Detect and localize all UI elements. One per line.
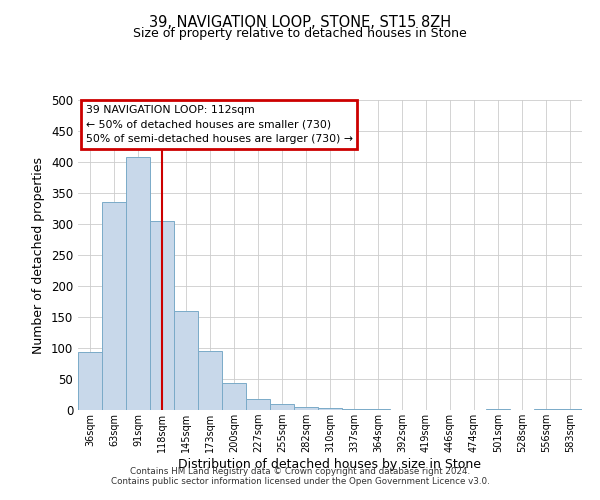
Bar [486,409,510,410]
Bar [558,409,582,410]
Text: Size of property relative to detached houses in Stone: Size of property relative to detached ho… [133,28,467,40]
Bar [318,408,342,410]
Bar [294,407,318,410]
X-axis label: Distribution of detached houses by size in Stone: Distribution of detached houses by size … [179,458,482,471]
Text: Contains HM Land Registry data © Crown copyright and database right 2024.: Contains HM Land Registry data © Crown c… [130,467,470,476]
Text: Contains public sector information licensed under the Open Government Licence v3: Contains public sector information licen… [110,477,490,486]
Bar [174,311,198,410]
Bar [222,382,246,410]
Bar [246,400,270,410]
Bar [534,409,558,410]
Text: 39, NAVIGATION LOOP, STONE, ST15 8ZH: 39, NAVIGATION LOOP, STONE, ST15 8ZH [149,15,451,30]
Bar [126,157,150,410]
Bar [270,404,294,410]
Text: 39 NAVIGATION LOOP: 112sqm
← 50% of detached houses are smaller (730)
50% of sem: 39 NAVIGATION LOOP: 112sqm ← 50% of deta… [86,104,353,144]
Bar [78,352,102,410]
Y-axis label: Number of detached properties: Number of detached properties [32,156,46,354]
Bar [150,221,174,410]
Bar [102,202,126,410]
Bar [198,351,222,410]
